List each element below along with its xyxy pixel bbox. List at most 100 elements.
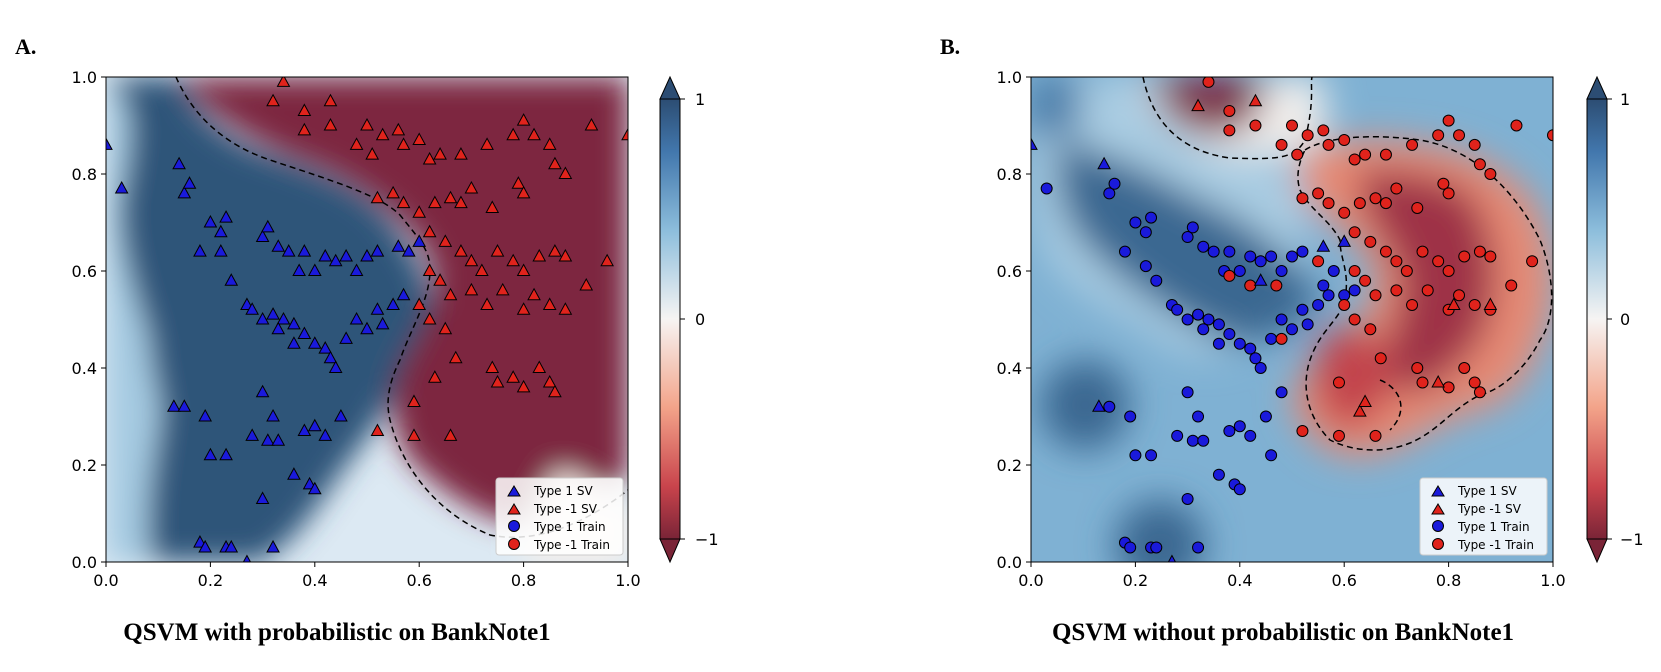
point-type--1-train-b-68: [1296, 425, 1309, 438]
point-type-1-sv-a-50: [203, 447, 218, 461]
y-tick-label-b-1: 0.2: [997, 456, 1022, 475]
point-type--1-sv-a-0: [266, 93, 280, 107]
point-type-1-train-b-12: [1207, 245, 1220, 258]
point-type--1-train-b-27: [1379, 197, 1392, 210]
point-type-1-train-b-10: [1186, 221, 1199, 234]
point-type--1-train-b-47: [1359, 274, 1372, 287]
point-type-1-train-b-19: [1275, 265, 1288, 277]
point-type--1-train-b-54: [1468, 298, 1481, 311]
point-type-1-train-b-47: [1192, 410, 1205, 423]
point-type--1-sv-a-22: [621, 127, 628, 141]
point-type-1-sv-a-45: [386, 297, 400, 310]
point-type-1-train-b-68: [1327, 265, 1340, 277]
point-type--1-sv-b-2: [1353, 404, 1367, 417]
colorbar-b: 1 0 −1: [1586, 75, 1644, 564]
ticks-b: 0.0 0.2 0.4 0.6 0.8 1.0 0.0 0.2 0.4 0.6 0.8 1.0: [997, 68, 1566, 590]
point-type--1-sv-a-30: [464, 181, 479, 194]
legend-marker-type1-train-b: [1432, 520, 1444, 532]
point-type-1-train-b-29: [1212, 337, 1225, 350]
point-type-1-sv-b-5: [1092, 399, 1106, 412]
point-type--1-train-b-48: [1369, 289, 1382, 302]
scatter-points-a: [106, 77, 628, 562]
point-type--1-train-b-69: [1332, 429, 1345, 442]
y-tick-label-b-0: 0.0: [997, 553, 1022, 572]
x-tick-label-a-4: 0.8: [511, 571, 536, 590]
point-type--1-sv-a-40: [474, 263, 489, 276]
point-type-1-train-b-69: [1317, 279, 1330, 292]
point-type--1-train-b-22: [1312, 187, 1325, 200]
point-type-1-sv-a-8: [219, 210, 233, 223]
point-type--1-train-b-16: [1442, 114, 1455, 127]
point-type--1-sv-a-32: [511, 176, 526, 189]
y-tick-label-b-4: 0.8: [997, 165, 1022, 184]
point-type--1-sv-a-46: [558, 248, 573, 262]
point-type--1-sv-a-65: [506, 370, 521, 383]
point-type--1-sv-a-8: [365, 147, 380, 160]
point-type-1-train-b-33: [1249, 352, 1262, 365]
x-tick-label-b-4: 0.8: [1436, 571, 1461, 590]
point-type-1-train-b-28: [1197, 323, 1210, 336]
point-type-1-train-b-60: [1124, 541, 1137, 554]
point-type-1-train-b-23: [1171, 303, 1184, 316]
point-type-1-sv-a-43: [370, 302, 385, 315]
point-type--1-train-b-64: [1458, 362, 1471, 374]
point-type-1-sv-a-2: [172, 156, 186, 170]
point-type-1-sv-a-39: [328, 360, 343, 373]
ticks-a: 0.0 0.2 0.4 0.6 0.8 1.0 0.0 0.2 0.4 0.6 0.8 1.0: [72, 68, 641, 590]
legend-marker-type-1-train-a: [508, 538, 520, 550]
point-type-1-sv-a-17: [307, 263, 322, 276]
point-type-1-sv-a-41: [349, 311, 364, 325]
point-type-1-sv-a-63: [307, 481, 322, 495]
point-type-1-train-b-52: [1233, 420, 1246, 433]
point-type--1-train-b-20: [1547, 129, 1553, 142]
point-type--1-sv-a-26: [412, 205, 427, 218]
point-type-1-train-b-65: [1265, 449, 1278, 462]
point-type-1-train-b-27: [1212, 318, 1225, 331]
legend-label-type1-sv-b: Type 1 SV: [1457, 484, 1517, 498]
point-type--1-train-b-35: [1364, 235, 1377, 248]
point-type--1-sv-a-69: [548, 384, 562, 398]
point-type--1-train-b-29: [1411, 201, 1424, 214]
point-type-1-sv-a-42: [360, 321, 374, 335]
point-type-1-sv-a-4: [182, 176, 197, 189]
colorbar-tick-mid-a: 0: [695, 310, 705, 329]
point-type-1-sv-a-44: [375, 316, 390, 330]
point-type-1-sv-a-25: [401, 244, 416, 257]
legend-marker-type-1-sv-a: [507, 503, 521, 515]
point-type--1-sv-a-39: [464, 253, 479, 267]
point-type--1-train-b-56: [1505, 279, 1518, 292]
point-type-1-sv-a-56: [271, 433, 286, 446]
point-type-1-train-b-21: [1296, 245, 1309, 258]
x-tick-label-a-2: 0.4: [302, 571, 327, 590]
caption-a: QSVM with probabilistic on BankNote1: [123, 619, 550, 646]
point-type--1-sv-b-0: [1191, 98, 1205, 112]
point-type--1-sv-a-56: [542, 297, 557, 310]
point-type-1-sv-a-26: [412, 234, 427, 247]
point-type--1-train-b-11: [1348, 153, 1361, 166]
point-type--1-sv-a-19: [527, 127, 541, 141]
point-type-1-train-b-46: [1181, 386, 1194, 399]
point-type-1-train-b-53: [1244, 429, 1257, 442]
point-type--1-sv-a-48: [422, 263, 437, 276]
point-type--1-train-b-75: [1312, 255, 1325, 268]
point-type--1-sv-a-1: [276, 77, 291, 87]
point-type--1-train-b-15: [1432, 129, 1445, 142]
point-type--1-train-b-13: [1379, 148, 1392, 161]
point-type--1-train-b-44: [1484, 250, 1497, 263]
point-type--1-train-b-19: [1510, 119, 1523, 132]
point-type--1-train-b-49: [1390, 284, 1403, 297]
x-tick-label-a-5: 1.0: [615, 571, 640, 590]
point-type-1-sv-a-35: [297, 326, 312, 340]
point-type-1-train-b-55: [1212, 468, 1225, 481]
legend-box-a: [495, 477, 624, 556]
point-type-1-train-b-49: [1186, 434, 1199, 447]
point-type--1-sv-a-57: [558, 302, 573, 315]
y-tick-label-a-5: 1.0: [72, 68, 97, 87]
colorbar-tick-mid-b: 0: [1620, 310, 1630, 329]
point-type-1-train-b-63: [1192, 541, 1205, 554]
point-type--1-sv-a-2: [297, 103, 312, 116]
colorbar-body-a: [659, 98, 681, 540]
point-type-1-sv-a-58: [307, 418, 322, 432]
point-type--1-sv-a-74: [443, 428, 458, 441]
y-tick-label-a-1: 0.2: [72, 456, 97, 475]
